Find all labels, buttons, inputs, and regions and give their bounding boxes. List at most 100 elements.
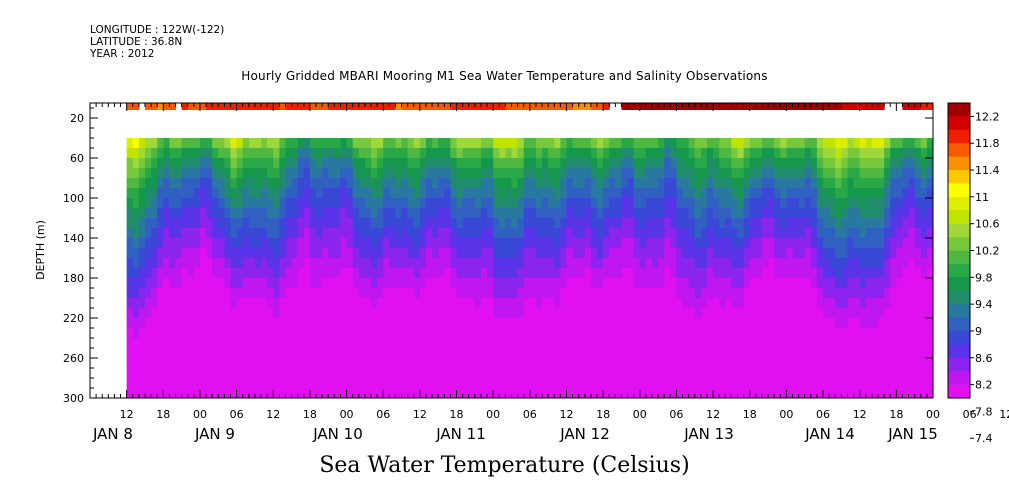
heatmap-cell [560,358,567,369]
surface-cell [254,103,262,110]
heatmap-cell [639,138,647,149]
heatmap-cell [841,138,848,149]
heatmap-cell [401,138,409,149]
heatmap-cell [774,218,781,229]
heatmap-cell [224,258,231,269]
heatmap-cell [138,308,146,319]
heatmap-cell [279,288,286,299]
heatmap-cell [914,188,922,199]
heatmap-cell [352,308,360,319]
heatmap-cell [401,268,409,279]
heatmap-cell [664,268,671,279]
surface-cell [206,103,213,110]
heatmap-cell [609,308,616,319]
surface-cell [487,103,494,110]
heatmap-cell [755,388,763,399]
heatmap-cell [511,158,519,169]
heatmap-cell [242,218,250,229]
heatmap-cell [358,378,366,389]
heatmap-cell [316,268,323,279]
heatmap-cell [450,268,458,279]
heatmap-cell [823,228,830,239]
heatmap-cell [627,188,635,199]
heatmap-cell [706,278,714,289]
heatmap-cell [688,348,696,359]
colorbar-swatch [948,183,970,198]
heatmap-cell [798,268,806,279]
heatmap-cell [706,168,714,179]
heatmap-cell [884,228,891,239]
heatmap-cell [731,288,739,299]
heatmap-cell [193,268,201,279]
heatmap-cell [676,358,684,369]
heatmap-cell [285,238,293,249]
heatmap-cell [444,158,451,169]
heatmap-cell [480,188,488,199]
heatmap-cell [774,178,781,189]
heatmap-cell [548,138,555,149]
heatmap-cell [212,148,219,159]
heatmap-cell [230,158,238,169]
heatmap-cell [853,378,861,389]
surface-cell [878,103,885,110]
heatmap-cell [230,238,238,249]
heatmap-cell [798,218,806,229]
heatmap-cell [621,168,629,179]
heatmap-cell [407,318,415,329]
x-hour-label: 12 [120,408,134,421]
heatmap-cell [761,308,769,319]
heatmap-cell [774,278,781,289]
heatmap-cell [438,328,445,339]
heatmap-cell [542,238,549,249]
heatmap-cell [407,298,415,309]
surface-cell [517,103,525,110]
heatmap-cell [163,368,170,379]
heatmap-cell [768,328,775,339]
heatmap-cell [713,168,720,179]
heatmap-cell [157,238,164,249]
heatmap-cell [572,238,580,249]
heatmap-cell [847,248,855,259]
heatmap-cell [419,178,427,189]
heatmap-cell [584,138,592,149]
heatmap-cell [511,138,519,149]
heatmap-cell [450,258,458,269]
heatmap-cell [884,138,891,149]
colorbar-label: 9.4 [975,298,993,311]
heatmap-cell [792,188,800,199]
heatmap-cell [487,338,494,349]
heatmap-cell [713,348,720,359]
heatmap-cell [853,158,861,169]
heatmap-cell [609,258,616,269]
heatmap-cell [480,388,488,399]
heatmap-cell [364,358,372,369]
heatmap-cell [383,368,390,379]
heatmap-cell [884,198,891,209]
heatmap-cell [389,168,396,179]
heatmap-cell [578,218,586,229]
heatmap-cell [328,248,335,259]
heatmap-cell [798,288,806,299]
surface-cell [652,103,659,110]
heatmap-cell [474,138,482,149]
heatmap-cell [706,378,714,389]
heatmap-cell [670,158,677,169]
heatmap-cell [597,358,604,369]
surface-cell [737,103,745,110]
heatmap-cell [926,178,934,189]
heatmap-cell [749,338,757,349]
heatmap-cell [700,158,708,169]
heatmap-cell [523,388,531,399]
heatmap-cell [633,198,641,209]
surface-cell [334,103,341,110]
heatmap-cell [493,388,500,399]
heatmap-cell [328,188,335,199]
heatmap-cell [438,208,445,219]
heatmap-cell [218,298,225,309]
heatmap-cell [358,228,366,239]
heatmap-cell [480,208,488,219]
heatmap-cell [896,138,903,149]
heatmap-cell [633,208,641,219]
heatmap-cell [529,288,537,299]
heatmap-cell [474,268,482,279]
